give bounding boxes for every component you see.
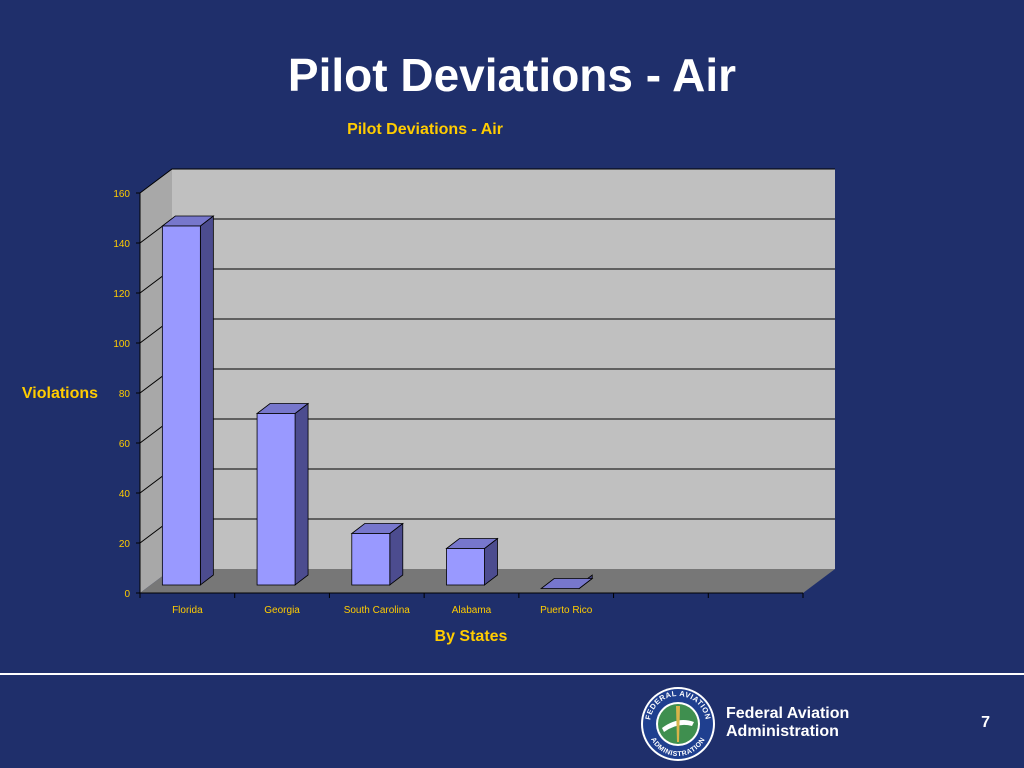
agency-name-line2: Administration bbox=[726, 723, 839, 740]
faa-seal-logo: FEDERAL AVIATION ADMINISTRATION bbox=[641, 687, 715, 761]
x-tick-label: Georgia bbox=[264, 605, 300, 616]
y-tick-label: 60 bbox=[119, 439, 131, 450]
bar-side bbox=[389, 522, 404, 586]
y-tick-label: 120 bbox=[113, 289, 130, 300]
x-tick-label: Alabama bbox=[452, 605, 492, 616]
bar-top bbox=[540, 578, 594, 589]
bar-south-carolina bbox=[351, 533, 391, 586]
x-axis-label: By States bbox=[435, 628, 508, 645]
footer-divider bbox=[0, 673, 1024, 675]
bar-side bbox=[294, 402, 309, 586]
bar-alabama bbox=[446, 548, 485, 586]
agency-name-line1: Federal Aviation bbox=[726, 705, 850, 722]
y-tick-label: 40 bbox=[119, 489, 131, 500]
chart-title: Pilot Deviations - Air bbox=[347, 121, 503, 138]
page-number: 7 bbox=[981, 714, 990, 731]
y-tick-label: 20 bbox=[119, 539, 131, 550]
bar-georgia bbox=[256, 413, 296, 586]
y-tick-label: 140 bbox=[113, 239, 130, 250]
y-tick-label: 0 bbox=[124, 589, 130, 600]
bar-side bbox=[199, 215, 214, 586]
agency-name: Federal Aviation Administration bbox=[726, 705, 849, 741]
x-tick-label: Florida bbox=[172, 605, 203, 616]
x-tick-label: South Carolina bbox=[344, 605, 411, 616]
slide-title: Pilot Deviations - Air bbox=[287, 49, 737, 101]
y-tick-label: 100 bbox=[113, 339, 130, 350]
bar-chart: Pilot Deviations - Air Violations By Sta… bbox=[22, 121, 835, 645]
bar-florida bbox=[161, 225, 201, 586]
y-tick-label: 80 bbox=[119, 389, 131, 400]
gridline bbox=[139, 168, 835, 194]
y-axis-label: Violations bbox=[22, 385, 98, 402]
x-tick-label: Puerto Rico bbox=[540, 605, 593, 616]
y-tick-label: 160 bbox=[113, 189, 130, 200]
